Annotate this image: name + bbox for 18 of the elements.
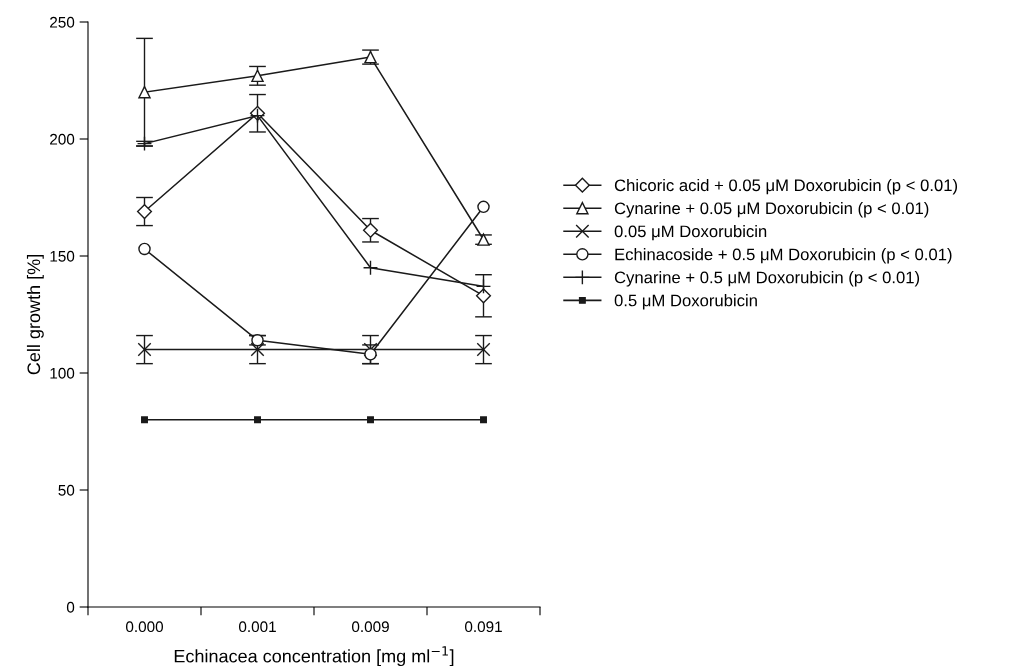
y-tick-label: 200 [50, 133, 75, 145]
x-axis-title: Echinacea concentration [mg ml$^{−1}$] [174, 646, 454, 667]
y-tick-label: 100 [50, 367, 75, 379]
y-tick-label: 0 [66, 601, 75, 613]
y-tick-label: 250 [50, 16, 75, 28]
y-tick-label: 150 [50, 250, 75, 262]
legend-label: Echinacoside + 0.5 μM Doxorubicin (p < 0.01) [615, 248, 952, 264]
legend-label: 0.05 μM Doxorubicin [614, 225, 767, 241]
y-axis-title: Cell growth [%] [26, 255, 44, 375]
x-tick-label: 0.009 [351, 621, 389, 633]
legend-label: 0.5 μM Doxorubicin [614, 294, 757, 310]
legend-label: Chicoric acid + 0.05 μM Doxorubicin (p < 0.01) [614, 178, 958, 195]
x-tick-label: 0.001 [238, 621, 276, 633]
legend-label: Cynarine + 0.05 μM Doxorubicin (p < 0.01) [614, 201, 929, 218]
legend-label: Cynarine + 0.5 μM Doxorubicin (p < 0.01) [614, 271, 920, 287]
x-tick-label: 0.000 [125, 621, 164, 633]
x-tick-label: 0.091 [464, 621, 502, 633]
y-tick-label: 50 [58, 484, 75, 496]
